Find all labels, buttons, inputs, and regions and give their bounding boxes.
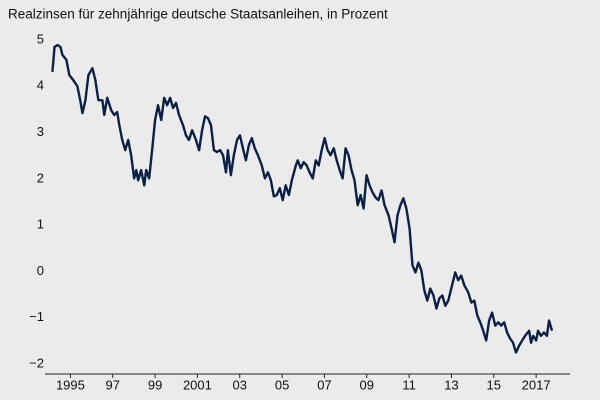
y-tick-label: 4 [37,78,44,93]
x-tick-label: 2017 [522,377,551,392]
x-tick-label: 15 [487,377,501,392]
y-tick-label: −1 [29,309,44,324]
y-tick-label: 3 [37,124,44,139]
x-tick-label: 13 [444,377,458,392]
y-tick-label: 0 [37,263,44,278]
x-tick-label: 11 [402,377,416,392]
x-tick-label: 03 [233,377,247,392]
y-tick-label: 2 [37,170,44,185]
data-line [51,43,554,354]
x-tick-label: 1995 [56,377,85,392]
y-tick-label: −2 [29,355,44,370]
x-tick-label: 05 [275,377,289,392]
y-tick-label: 5 [37,31,44,46]
chart-title: Realzinsen für zehnjährige deutsche Staa… [8,7,388,22]
x-tick-label: 2001 [183,377,212,392]
x-tick-label: 09 [360,377,374,392]
y-tick-label: 1 [37,217,44,232]
x-tick-label: 99 [148,377,162,392]
x-tick-label: 97 [106,377,120,392]
x-tick-label: 07 [317,377,331,392]
